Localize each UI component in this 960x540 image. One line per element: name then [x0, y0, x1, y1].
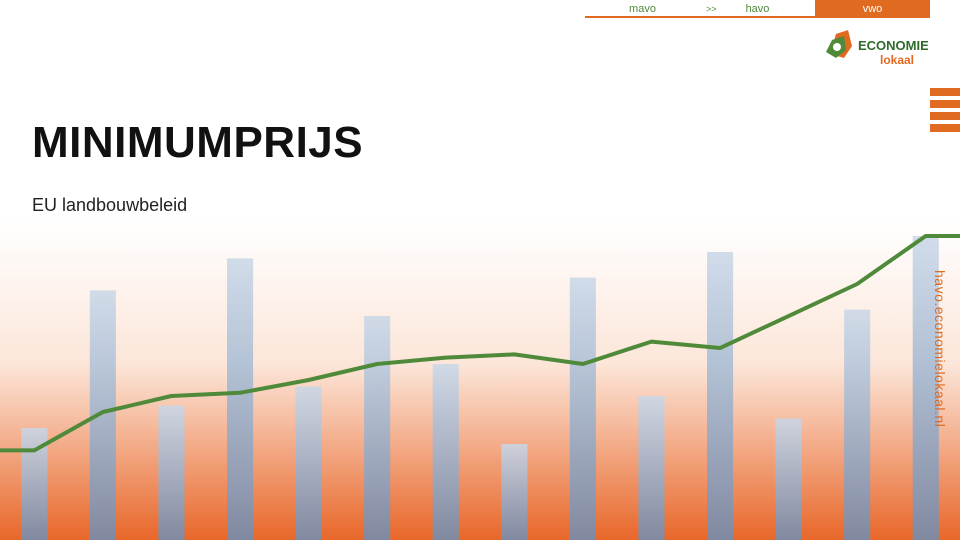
- chart-bar: [364, 316, 390, 540]
- background-chart: [0, 220, 960, 540]
- logo-text-bottom: lokaal: [880, 53, 914, 67]
- logo-text-top: ECONOMIE: [858, 38, 928, 53]
- chart-bar: [501, 444, 527, 540]
- chart-svg: [0, 220, 960, 540]
- chart-bar: [433, 364, 459, 540]
- slide: mavo >> havo vwo ECONOMIE lokaal MINIMUM…: [0, 0, 960, 540]
- tab-havo-prefix: >>: [706, 0, 717, 18]
- nav-tabs: mavo >> havo vwo: [585, 0, 930, 18]
- accent-bars: [930, 88, 960, 132]
- chart-bar: [158, 406, 184, 540]
- chart-bar: [638, 396, 664, 540]
- tab-havo[interactable]: >> havo: [700, 0, 815, 18]
- chart-bar: [707, 252, 733, 540]
- page-subtitle: EU landbouwbeleid: [32, 195, 187, 216]
- tab-vwo[interactable]: vwo: [815, 0, 930, 18]
- chart-bar: [227, 258, 253, 540]
- brand-logo: ECONOMIE lokaal: [818, 28, 928, 78]
- site-url-label: havo.economielokaal.nl: [932, 270, 948, 427]
- chart-bar: [570, 278, 596, 540]
- tab-mavo[interactable]: mavo: [585, 0, 700, 18]
- chart-bar: [776, 418, 802, 540]
- page-title: MINIMUMPRIJS: [32, 118, 363, 168]
- brand-logo-svg: ECONOMIE lokaal: [818, 28, 928, 78]
- chart-bar: [844, 310, 870, 540]
- chart-bar: [296, 386, 322, 540]
- tab-havo-label: havo: [746, 3, 770, 15]
